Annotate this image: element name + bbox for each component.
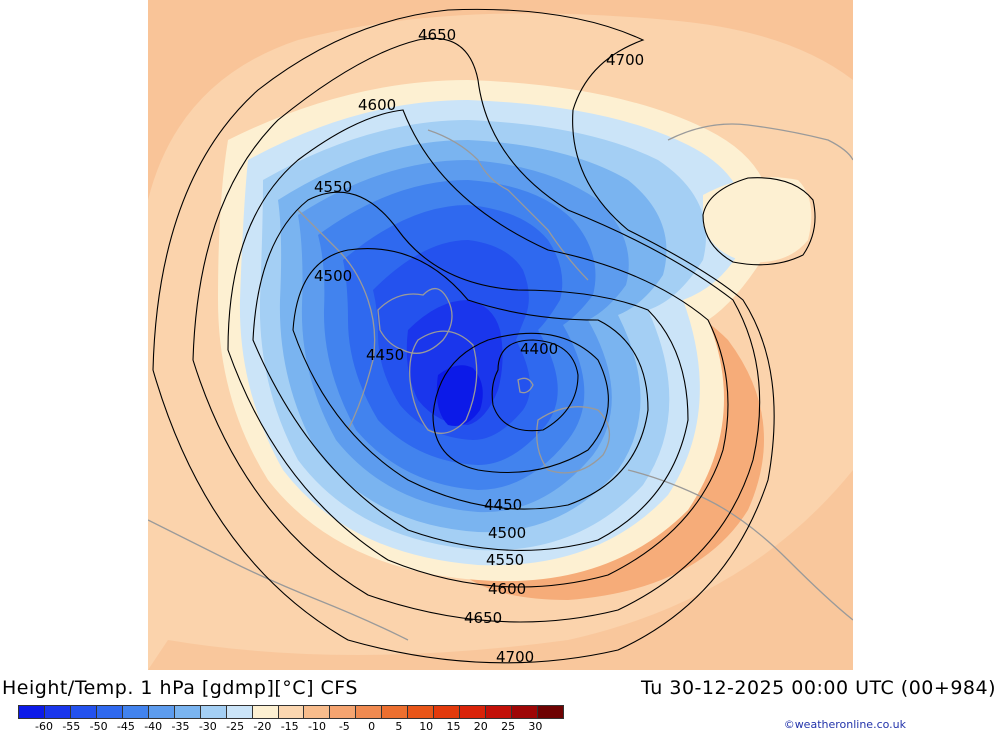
contour-4700-east bbox=[702, 177, 816, 266]
color-scale-tick-label: 30 bbox=[528, 720, 543, 733]
color-swatch bbox=[434, 706, 461, 718]
color-swatch bbox=[19, 706, 45, 718]
contour-label-4550-bottom: 4550 bbox=[486, 551, 524, 569]
color-swatch bbox=[278, 706, 305, 718]
color-scale-ticks: -60 -55 -50 -45 -40 -35 -30 -25 -20 -15 -10 -5 0 5 10 1… bbox=[18, 721, 564, 733]
color-scale-tick-label: 20 bbox=[473, 720, 488, 733]
color-scale-bar bbox=[18, 705, 564, 719]
contour-label-4500-bottom: 4500 bbox=[488, 524, 526, 542]
coastline-canadian-archipelago bbox=[377, 288, 453, 354]
contour-label-4400: 4400 bbox=[520, 340, 558, 358]
map-datetime: Tu 30-12-2025 00:00 UTC (00+984) bbox=[641, 677, 996, 699]
color-scale-tick-label: -55 bbox=[62, 720, 81, 733]
coastline-greenland bbox=[409, 330, 478, 434]
color-swatch bbox=[538, 706, 564, 718]
color-scale-tick-label: -35 bbox=[171, 720, 190, 733]
color-swatch bbox=[460, 706, 487, 718]
contour-4700 bbox=[152, 8, 775, 664]
contour-4400 bbox=[491, 339, 579, 432]
color-swatch bbox=[70, 706, 97, 718]
contour-label-4600-bottom: 4600 bbox=[488, 580, 526, 598]
color-swatch bbox=[486, 706, 513, 718]
color-swatch bbox=[174, 706, 201, 718]
color-scale-tick-label: -25 bbox=[226, 720, 245, 733]
contour-4600 bbox=[227, 109, 729, 588]
color-swatch bbox=[512, 706, 539, 718]
color-scale-tick-label: -5 bbox=[338, 720, 350, 733]
color-scale-tick-label: -45 bbox=[116, 720, 135, 733]
contour-label-4500-top: 4500 bbox=[314, 267, 352, 285]
color-swatch bbox=[122, 706, 149, 718]
color-scale-tick-label: 0 bbox=[368, 720, 376, 733]
color-swatch bbox=[148, 706, 175, 718]
contour-4650 bbox=[192, 37, 761, 623]
color-swatch bbox=[252, 706, 279, 718]
color-scale-tick-label: -50 bbox=[89, 720, 108, 733]
color-swatch bbox=[382, 706, 409, 718]
contour-label-4600-top: 4600 bbox=[358, 96, 396, 114]
map-title: Height/Temp. 1 hPa [gdmp][°C] CFS bbox=[2, 677, 358, 699]
contour-4450 bbox=[432, 332, 609, 474]
contour-label-4650-top: 4650 bbox=[418, 26, 456, 44]
contour-4500 bbox=[292, 248, 649, 510]
color-swatch bbox=[356, 706, 383, 718]
color-swatch bbox=[330, 706, 357, 718]
credit-text: ©weatheronline.co.uk bbox=[783, 718, 906, 731]
contour-label-4650-bottom: 4650 bbox=[464, 609, 502, 627]
color-scale-tick-label: 5 bbox=[395, 720, 403, 733]
map-panel: 4650 4700 4600 4550 4500 4450 4400 4450 … bbox=[148, 0, 853, 670]
coastline-alaska-canada bbox=[297, 209, 376, 431]
temp-band-warm-south bbox=[148, 470, 853, 670]
color-scale-tick-label: 15 bbox=[446, 720, 461, 733]
temp-patch-asia bbox=[703, 177, 812, 263]
height-temp-map: 4650 4700 4600 4550 4500 4450 4400 4450 … bbox=[148, 0, 853, 670]
color-swatch bbox=[200, 706, 227, 718]
contour-label-4450-top: 4450 bbox=[366, 346, 404, 364]
contour-label-4450-bottom: 4450 bbox=[484, 496, 522, 514]
color-scale-tick-label: -40 bbox=[144, 720, 163, 733]
temp-band-minus60 bbox=[436, 365, 483, 426]
color-swatch bbox=[408, 706, 435, 718]
color-scale-tick-label: -20 bbox=[253, 720, 272, 733]
color-swatch bbox=[226, 706, 253, 718]
color-scale-tick-label: 10 bbox=[419, 720, 434, 733]
coastline-siberia bbox=[427, 129, 589, 281]
coastline-svalbard bbox=[517, 377, 534, 394]
contour-label-4700-bottom: 4700 bbox=[496, 648, 534, 666]
temp-band-warm-north bbox=[148, 0, 853, 200]
color-scale-tick-label: 25 bbox=[501, 720, 516, 733]
coastline-north-asia bbox=[667, 123, 853, 161]
color-scale-tick-label: -60 bbox=[35, 720, 53, 733]
color-swatch bbox=[44, 706, 71, 718]
coastline-pacific bbox=[148, 519, 409, 641]
coastline-scandinavia bbox=[536, 406, 610, 474]
contour-label-4700-top: 4700 bbox=[606, 51, 644, 69]
color-swatch bbox=[96, 706, 123, 718]
contour-label-4550-top: 4550 bbox=[314, 178, 352, 196]
contour-4550 bbox=[252, 191, 689, 551]
color-scale-tick-label: -10 bbox=[308, 720, 326, 733]
color-swatch bbox=[304, 706, 331, 718]
color-scale-tick-label: -30 bbox=[198, 720, 217, 733]
coastline-europe bbox=[627, 469, 853, 621]
color-scale-tick-label: -15 bbox=[280, 720, 299, 733]
